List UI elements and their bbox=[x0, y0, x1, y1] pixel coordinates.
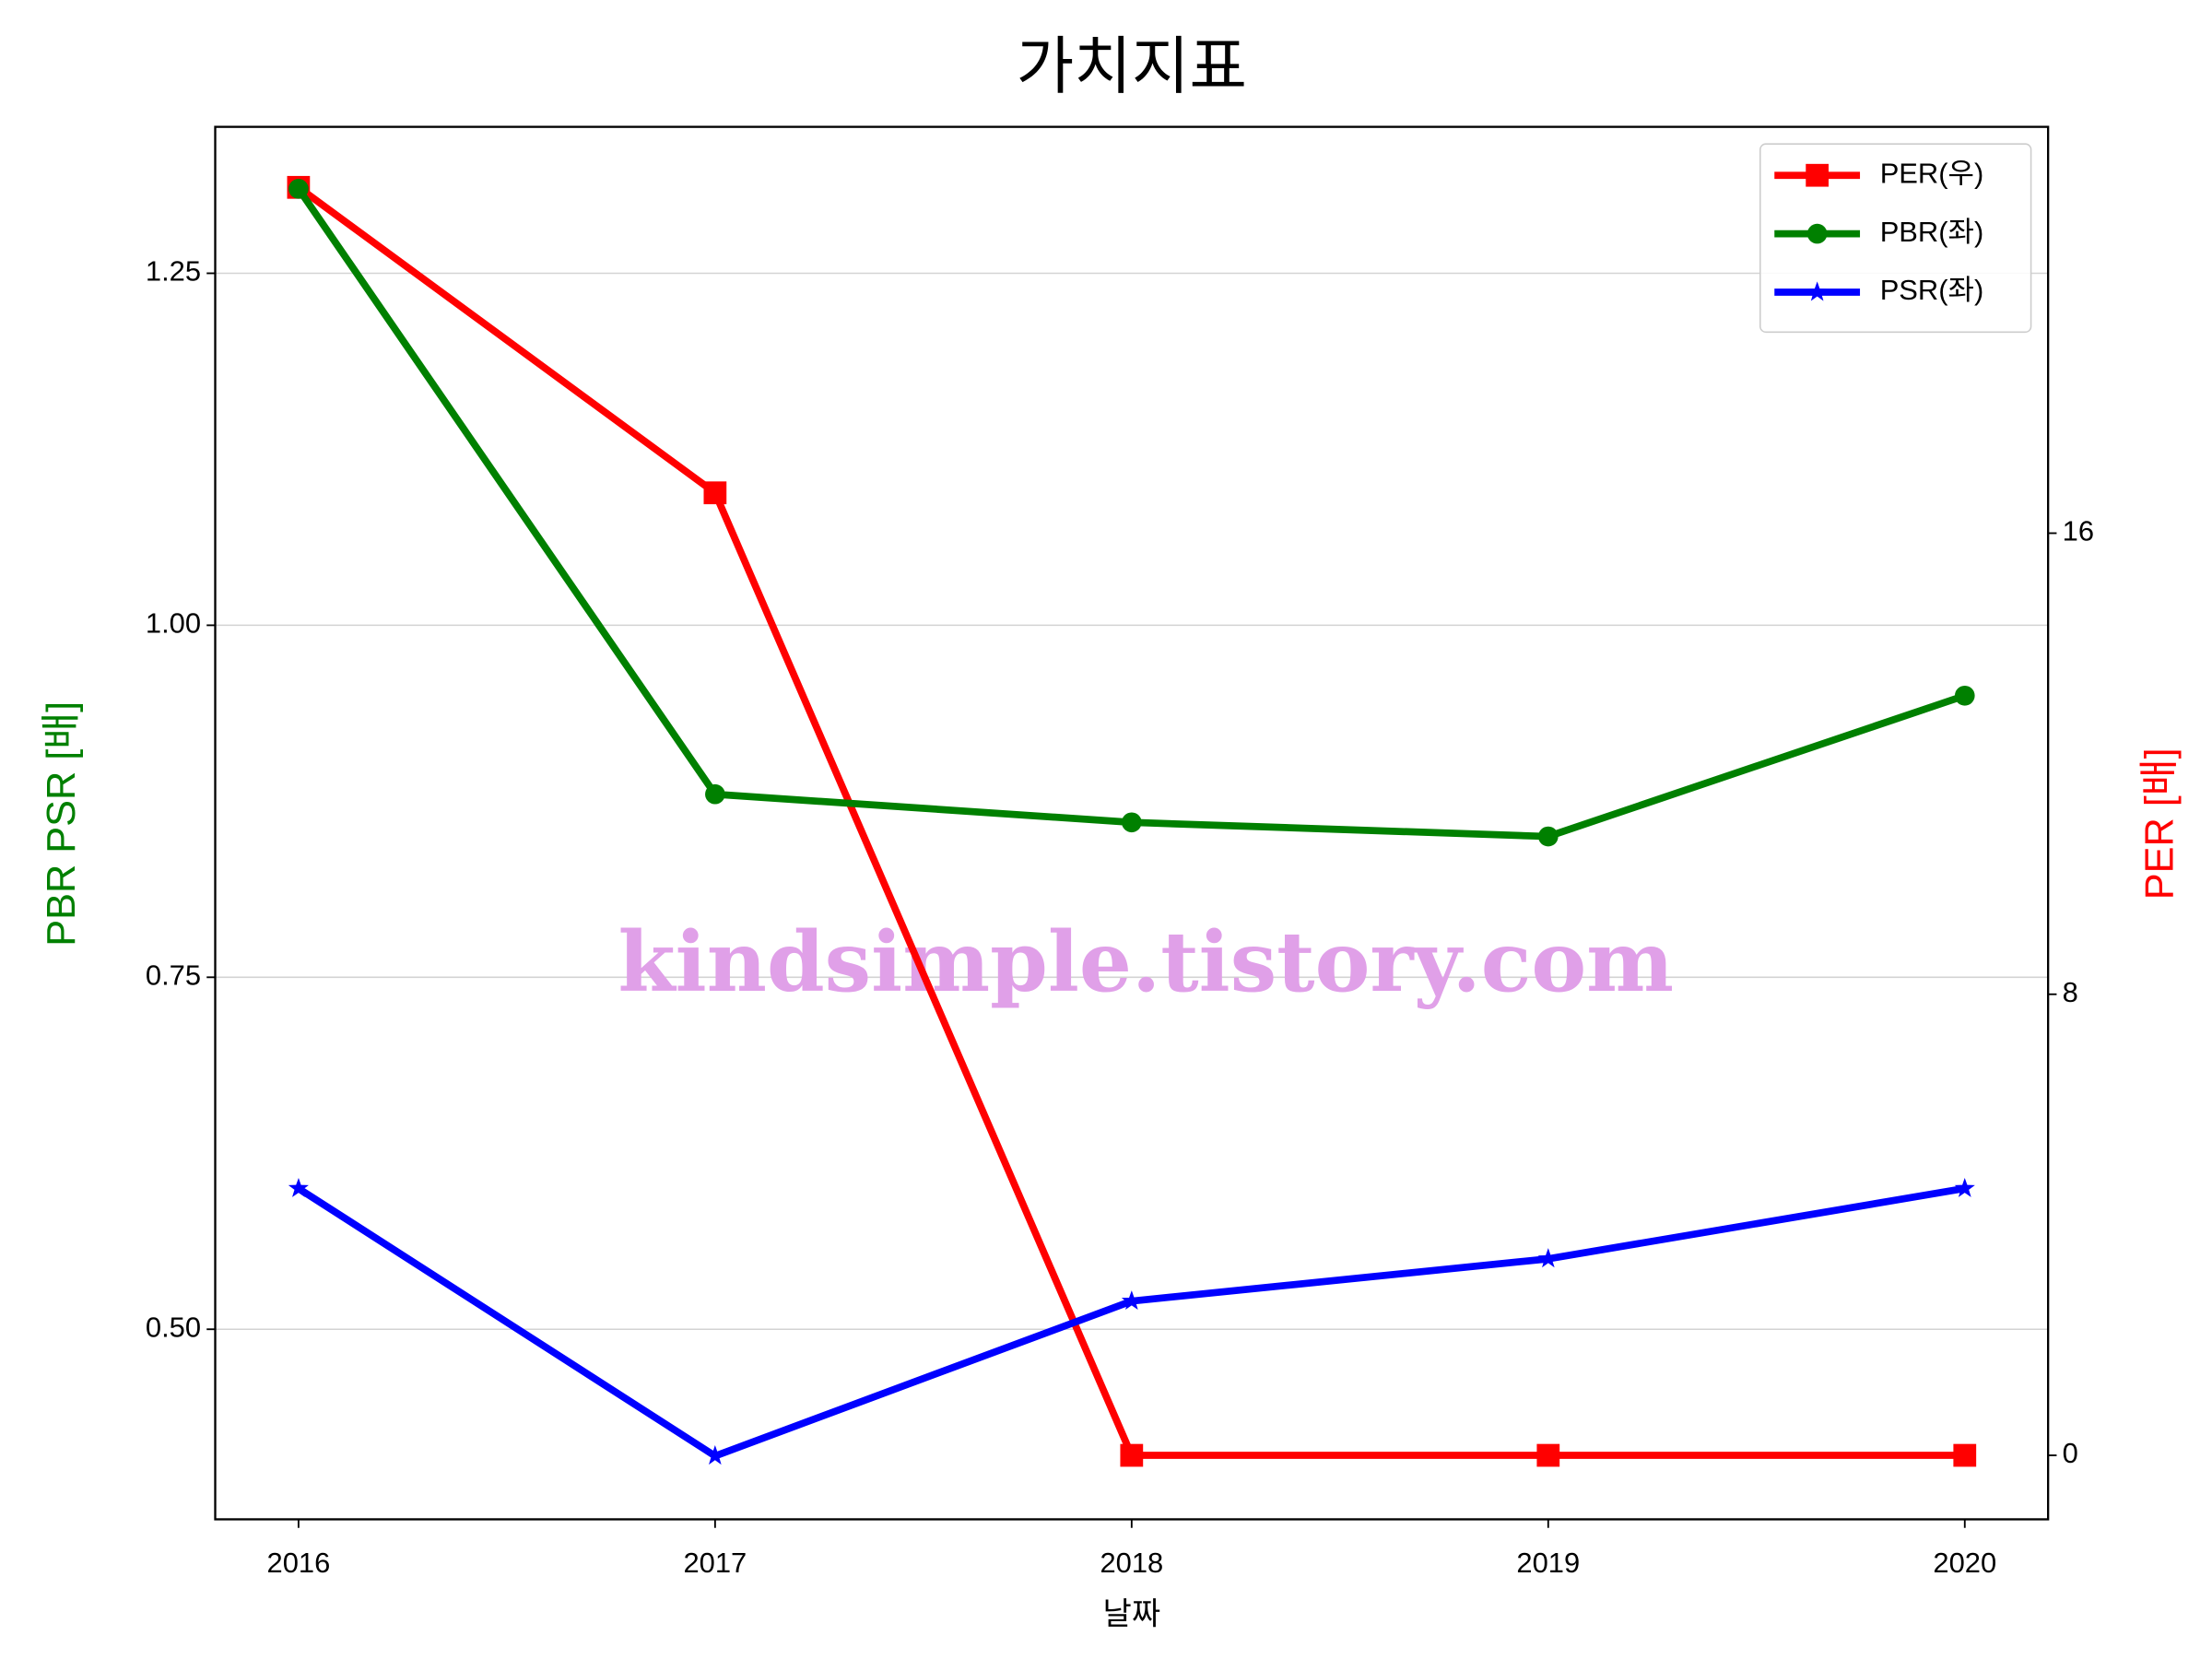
y-tick-label: 0.75 bbox=[146, 959, 201, 991]
marker bbox=[1120, 1443, 1144, 1467]
x-tick-label: 2019 bbox=[1516, 1547, 1580, 1579]
marker bbox=[1536, 1443, 1560, 1467]
y-tick-label: 1.00 bbox=[146, 607, 201, 640]
marker bbox=[1537, 826, 1559, 847]
marker bbox=[1537, 1248, 1559, 1268]
watermark: kindsimple.tistory.com bbox=[618, 914, 1675, 1011]
marker bbox=[704, 1445, 725, 1465]
marker bbox=[288, 179, 309, 199]
y2-axis-label: PER [배] bbox=[2137, 747, 2182, 900]
legend-marker bbox=[1806, 281, 1828, 301]
y2-tick-label: 8 bbox=[2063, 976, 2078, 1008]
x-tick-label: 2016 bbox=[267, 1547, 331, 1579]
legend: PER(우) PBR(좌) PSR(좌) bbox=[1759, 143, 2032, 334]
y2-tick-label: 0 bbox=[2063, 1437, 2078, 1469]
marker bbox=[1954, 685, 1975, 706]
marker bbox=[703, 481, 727, 505]
marker bbox=[1954, 1177, 1975, 1197]
legend-label: PSR(좌) bbox=[1880, 274, 1984, 306]
marker bbox=[1122, 812, 1142, 833]
marker bbox=[288, 1177, 309, 1197]
y-tick-label: 0.50 bbox=[146, 1311, 201, 1343]
y-tick-label: 1.25 bbox=[146, 255, 201, 288]
x-axis-label: 날짜 bbox=[1103, 1597, 1161, 1632]
y-axis-label: PBR PSR [배] bbox=[40, 701, 84, 947]
marker bbox=[705, 783, 725, 805]
chart-title: 가치지표 bbox=[1017, 31, 1247, 101]
x-tick-label: 2018 bbox=[1100, 1547, 1163, 1579]
x-tick-label: 2020 bbox=[1933, 1547, 1996, 1579]
legend-marker bbox=[1806, 223, 1828, 244]
legend-label: PER(우) bbox=[1880, 157, 1984, 189]
x-tick-label: 2017 bbox=[683, 1547, 747, 1579]
marker bbox=[1121, 1290, 1142, 1310]
legend-marker bbox=[1806, 163, 1830, 187]
marker bbox=[1953, 1443, 1977, 1467]
legend-label: PBR(좌) bbox=[1880, 216, 1984, 248]
plot-frame bbox=[214, 125, 2050, 1521]
y2-tick-label: 16 bbox=[2063, 515, 2094, 547]
legend-box bbox=[1759, 143, 2032, 334]
